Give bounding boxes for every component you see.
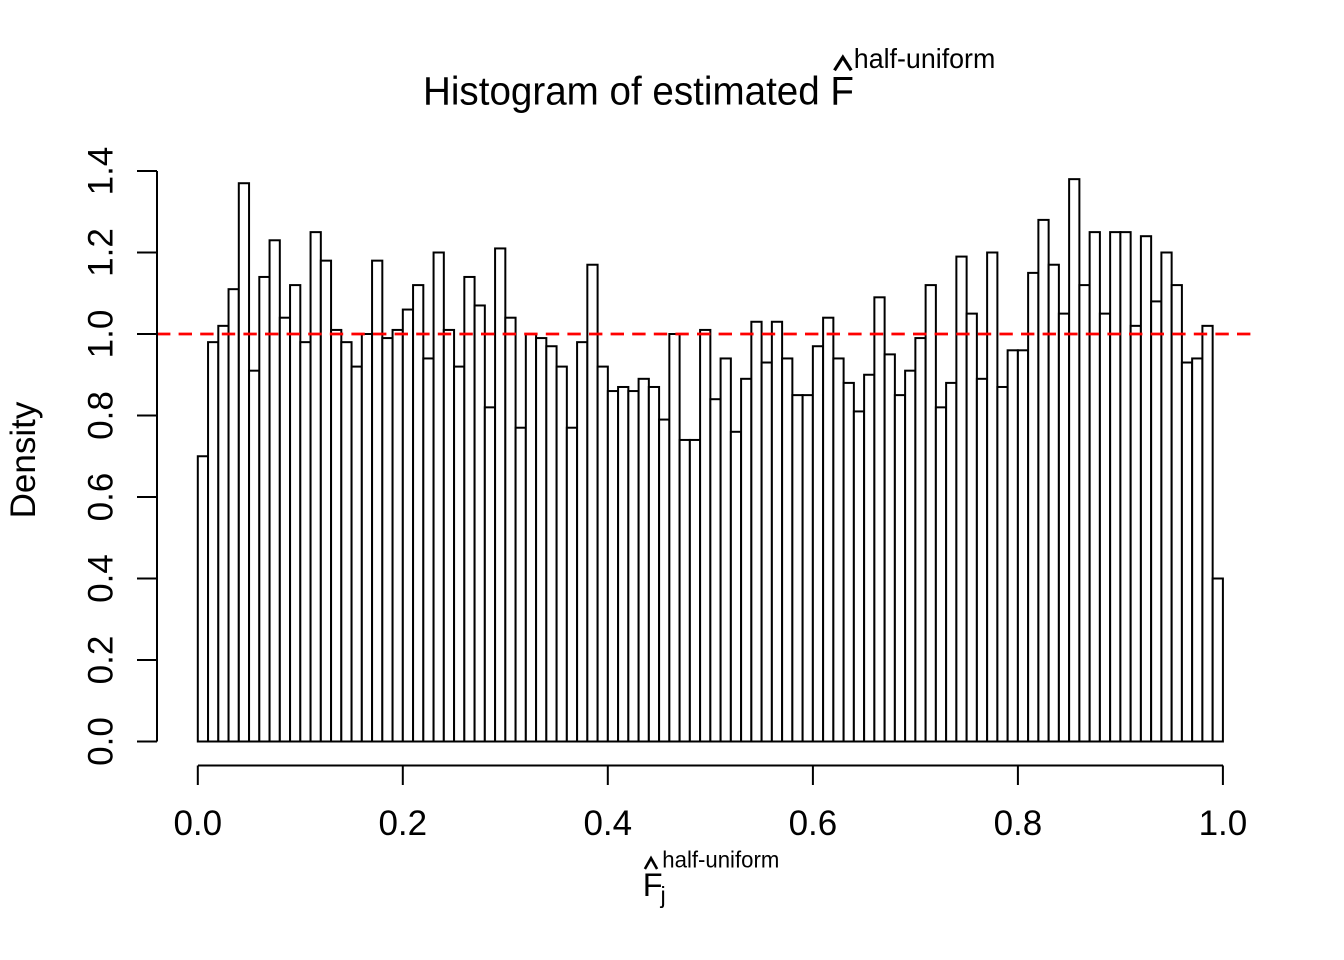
svg-text:1.0: 1.0: [82, 310, 121, 359]
svg-text:0.8: 0.8: [82, 391, 121, 440]
svg-text:half-uniform: half-uniform: [662, 847, 779, 873]
svg-text:half-uniform: half-uniform: [854, 43, 996, 74]
svg-text:0.8: 0.8: [994, 804, 1043, 843]
svg-text:Histogram of estimated F: Histogram of estimated F: [423, 69, 854, 113]
svg-text:0.4: 0.4: [82, 554, 121, 603]
svg-text:0.4: 0.4: [583, 804, 632, 843]
svg-text:0.6: 0.6: [789, 804, 838, 843]
svg-text:0.0: 0.0: [173, 804, 222, 843]
svg-text:0.2: 0.2: [82, 636, 121, 685]
svg-text:1.2: 1.2: [82, 228, 121, 277]
svg-text:1.4: 1.4: [82, 147, 121, 196]
svg-text:0.2: 0.2: [378, 804, 427, 843]
svg-text:Density: Density: [4, 401, 43, 518]
svg-text:j: j: [660, 882, 666, 908]
svg-text:1.0: 1.0: [1199, 804, 1248, 843]
svg-text:0.0: 0.0: [82, 717, 121, 766]
svg-text:0.6: 0.6: [82, 473, 121, 522]
svg-text:F: F: [643, 867, 663, 903]
